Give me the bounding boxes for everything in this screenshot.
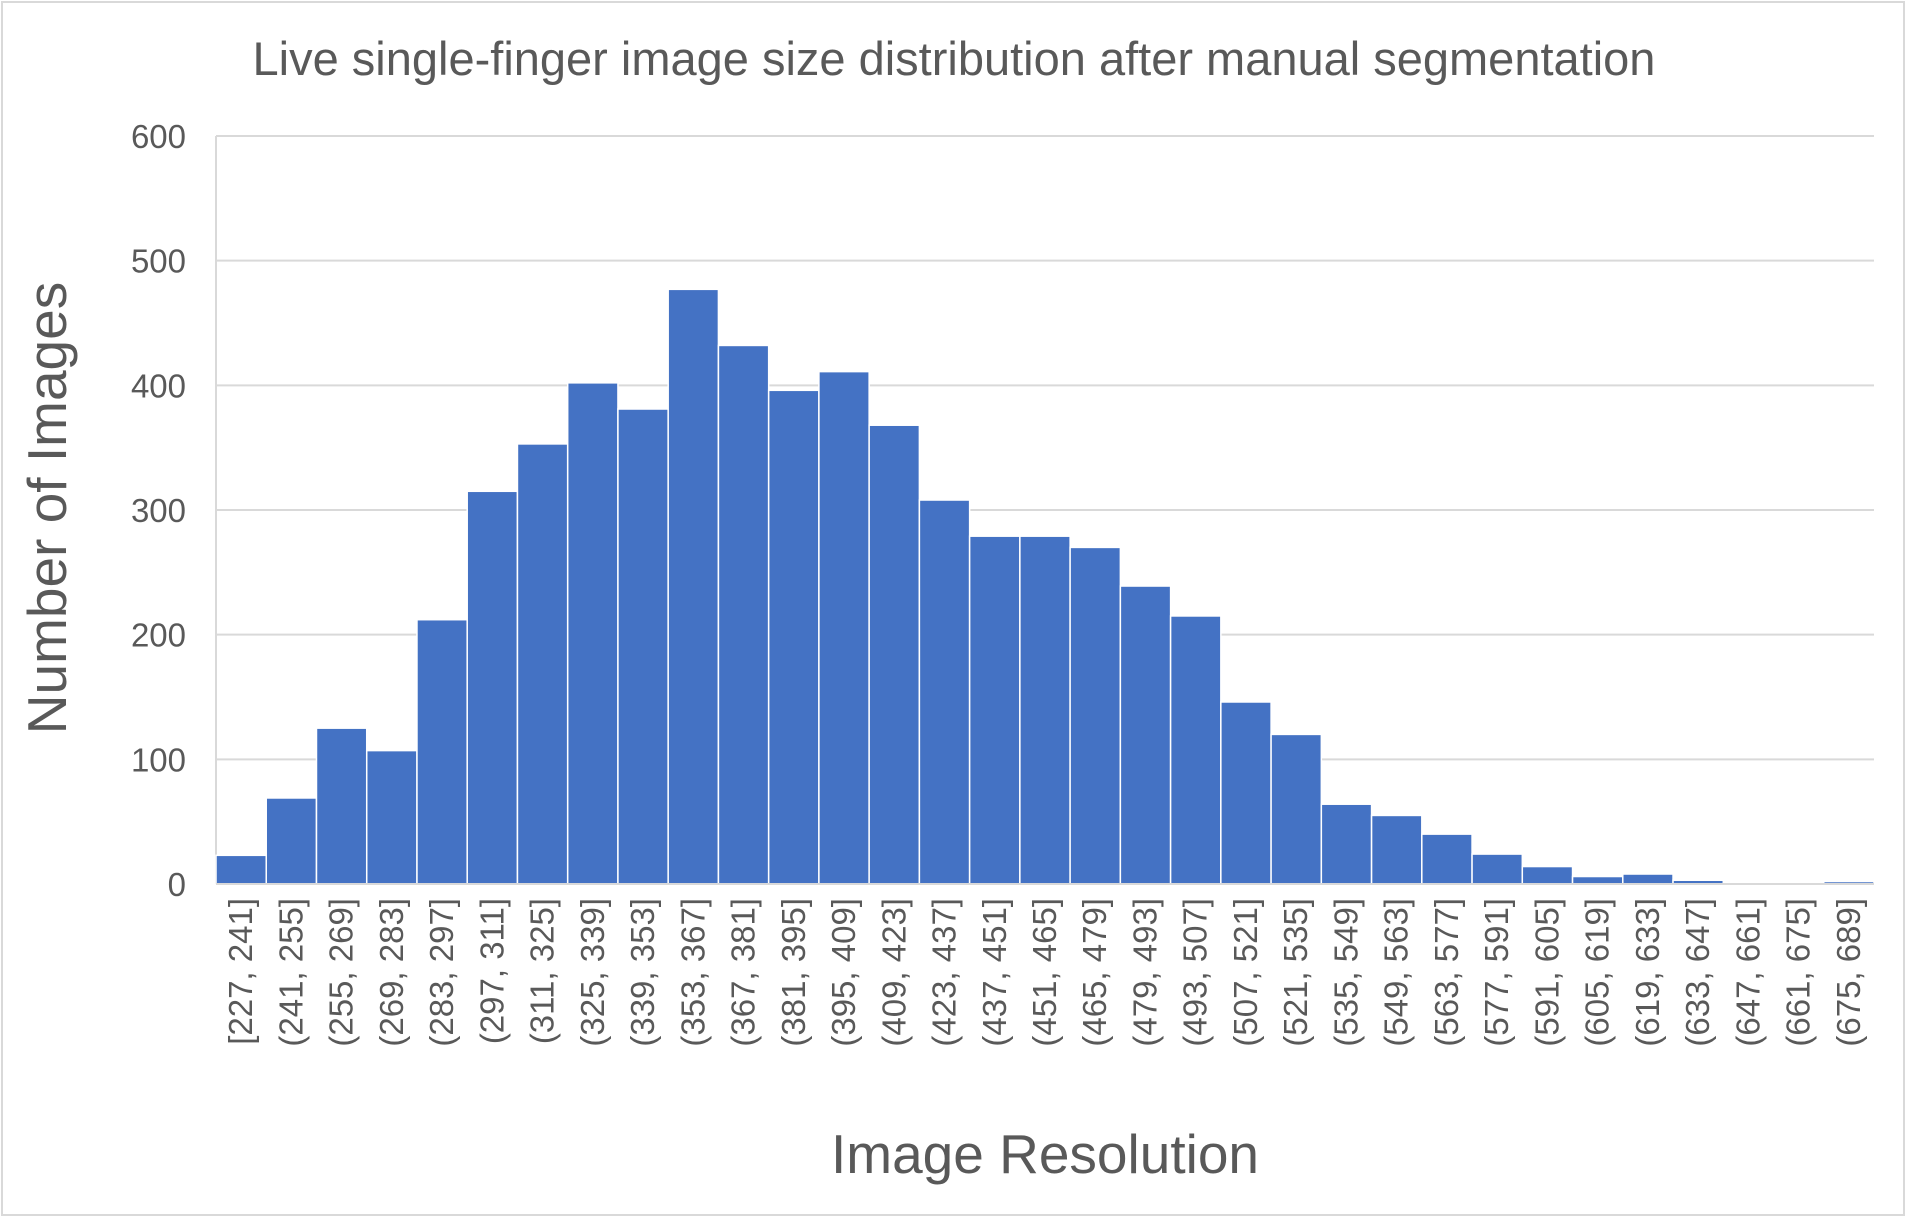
y-tick-label: 0 [168,866,186,903]
x-tick-label: (381, 395] [775,898,812,1047]
x-tick-label: (423, 437] [926,898,963,1047]
x-axis-title: Image Resolution [831,1123,1259,1185]
bar [868,424,921,885]
x-tick-label: (325, 339] [574,898,611,1047]
x-tick-label: (339, 353] [624,898,661,1047]
bar [1069,546,1122,885]
x-tick-label: (591, 605] [1528,898,1565,1047]
bar [1471,853,1524,885]
x-tick-label: [227, 241] [222,898,259,1045]
bar [1370,814,1423,885]
x-tick-label: (353, 367] [674,898,711,1047]
x-tick-label: (577, 591] [1478,898,1515,1047]
bar [1270,733,1323,885]
bar [1169,615,1222,885]
x-axis-ticks: [227, 241] (241, 255] (255, 269] (269, 283]… [222,898,1867,1047]
bar [1119,585,1172,885]
bar [918,499,971,885]
y-tick-label: 500 [131,243,186,280]
x-tick-label: (409, 423] [875,898,912,1047]
x-tick-label: (647, 661] [1729,898,1766,1047]
bar [1019,535,1071,885]
bar [767,389,820,885]
bars [215,288,1875,885]
x-tick-label: (395, 409] [825,898,862,1047]
bar [365,749,418,885]
bar [968,535,1021,885]
x-tick-label: (675, 689] [1830,898,1867,1047]
bar [617,408,669,885]
bar [1622,873,1674,885]
x-tick-label: (269, 283] [373,898,410,1047]
x-tick-label: (241, 255] [272,898,309,1047]
x-tick-label: (311, 325] [524,898,561,1044]
y-axis-title: Number of Images [16,282,78,734]
x-tick-label: (605, 619] [1579,898,1616,1047]
bar [416,618,468,885]
bar [1421,833,1473,885]
x-tick-label: (437, 451] [976,898,1013,1047]
x-tick-label: (507, 521] [1227,898,1264,1047]
x-tick-label: (563, 577] [1428,898,1465,1047]
y-tick-label: 100 [131,741,186,778]
bar [466,490,519,885]
x-tick-label: (367, 381] [725,898,762,1047]
bar [818,370,870,885]
bar [315,727,368,885]
x-tick-label: (633, 647] [1679,898,1716,1047]
x-tick-label: (479, 493] [1126,898,1163,1047]
x-tick-label: (493, 507] [1177,898,1214,1047]
x-tick-label: (619, 633] [1629,898,1666,1047]
y-tick-label: 300 [131,492,186,529]
bar [1320,803,1373,885]
x-tick-label: (297, 311] [473,898,510,1044]
bar [215,854,267,885]
bar [717,344,770,885]
x-tick-label: (283, 297] [423,898,460,1047]
bar [566,382,619,885]
x-tick-label: (661, 675] [1780,898,1817,1047]
x-tick-label: (549, 563] [1378,898,1415,1047]
chart-title: Live single-finger image size distributi… [253,32,1656,85]
x-tick-label: (451, 465] [1026,898,1063,1047]
bar [1521,865,1574,885]
bar [516,443,569,885]
x-tick-label: (255, 269] [323,898,360,1047]
bar [1220,701,1272,885]
y-tick-label: 600 [131,118,186,155]
x-tick-label: (465, 479] [1076,898,1113,1047]
x-tick-label: (535, 549] [1327,898,1364,1047]
bar [667,288,720,885]
bar [265,797,318,885]
bar [1571,875,1624,885]
y-tick-label: 200 [131,617,186,654]
y-tick-label: 400 [131,367,186,404]
y-axis-ticks: 0 100 200 300 400 500 600 [131,118,186,903]
x-tick-label: (521, 535] [1277,898,1314,1047]
